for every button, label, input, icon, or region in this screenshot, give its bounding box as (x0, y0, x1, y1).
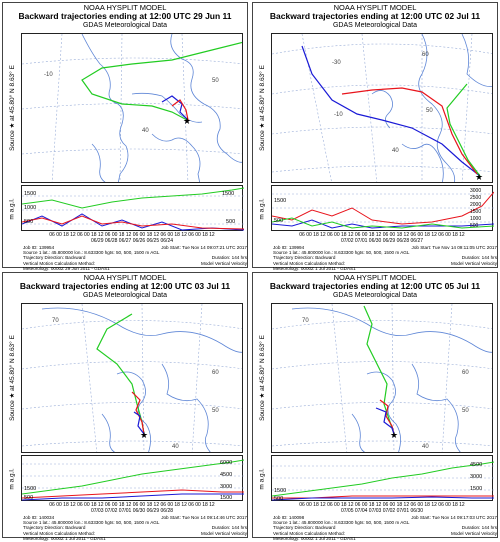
svg-text:1000: 1000 (470, 216, 481, 222)
svg-text:60: 60 (422, 52, 429, 58)
height-profile: 4500 3000 1500 1500 500 (271, 455, 494, 502)
svg-text:40: 40 (172, 444, 179, 450)
source-star: ★ (183, 116, 191, 126)
svg-text:60: 60 (212, 370, 219, 376)
met-data-label: GDAS Meteorological Data (82, 22, 168, 29)
height-unit: m a.g.l. (8, 468, 16, 490)
met-data-label: GDAS Meteorological Data (332, 22, 418, 29)
trajectory-blue (375, 407, 395, 435)
trajectory-red (171, 99, 189, 121)
source-label: Source ★ at 45.80° N 8.63° E (9, 65, 16, 151)
svg-text:500: 500 (24, 219, 33, 225)
svg-text:70: 70 (302, 318, 309, 324)
svg-text:1000: 1000 (24, 205, 36, 211)
trajectory-panel-3: NOAA HYSPLIT MODEL Backward trajectories… (2, 272, 248, 541)
coastline (81, 34, 242, 182)
source-label: Source ★ at 45.80° N 8.63° E (259, 335, 266, 421)
svg-text:50: 50 (212, 408, 219, 414)
trajectory-red (131, 391, 145, 435)
svg-text:60: 60 (462, 370, 469, 376)
panel-title: Backward trajectories ending at 12:00 UT… (269, 281, 481, 291)
time-axis: 06 00 18 12 06 00 18 12 06 00 18 12 06 0… (299, 232, 465, 244)
time-axis: 06 00 18 12 06 00 18 12 06 00 18 12 06 0… (49, 232, 215, 244)
panel-title: Backward trajectories ending at 12:00 UT… (19, 281, 231, 291)
svg-text:500: 500 (274, 218, 283, 224)
height-unit: m a.g.l. (258, 468, 266, 490)
met-data-label: GDAS Meteorological Data (82, 292, 168, 299)
trajectory-blue (133, 411, 145, 435)
trajectory-red (341, 87, 478, 175)
trajectory-panel-1: NOAA HYSPLIT MODEL Backward trajectories… (2, 2, 248, 271)
svg-text:50: 50 (426, 108, 433, 114)
svg-text:1500: 1500 (274, 488, 286, 494)
trajectory-panel-2: NOAA HYSPLIT MODEL Backward trajectories… (252, 2, 498, 271)
height-unit: m a.g.l. (8, 198, 16, 220)
height-unit: m a.g.l. (258, 198, 266, 220)
svg-text:1500: 1500 (470, 209, 481, 215)
height-profile: 6000 4500 3000 1500 1500 500 (21, 455, 244, 501)
svg-text:-30: -30 (332, 60, 341, 66)
height-profile: 1500 500 3000 2500 2000 1500 1000 500 (271, 185, 494, 231)
svg-text:1500: 1500 (220, 495, 232, 501)
panel-title: Backward trajectories ending at 12:00 UT… (18, 11, 232, 21)
job-info: Job ID: 140098 Job Start: Tue Nov 14 09:1… (273, 515, 497, 541)
height-profile: 1500 1000 500 1500 500 (21, 185, 244, 231)
svg-text:2500: 2500 (470, 195, 481, 201)
lon-label: -10 (44, 72, 53, 78)
job-info: Job ID: 139954 Job Start: Tue Nov 14 09:0… (23, 245, 247, 271)
lat-label: 40 (142, 128, 149, 134)
met-data-label: GDAS Meteorological Data (332, 292, 418, 299)
svg-text:3000: 3000 (220, 484, 232, 490)
svg-text:3000: 3000 (470, 188, 481, 194)
trajectory-map: 70 60 50 40 ★ (21, 303, 243, 453)
model-name: NOAA HYSPLIT MODEL (83, 3, 167, 12)
job-info: Job ID: 140034 Job Start: Tue Nov 14 09:1… (23, 515, 247, 541)
trajectory-green (81, 41, 242, 121)
svg-text:70: 70 (52, 318, 59, 324)
trajectory-blue (301, 45, 481, 177)
svg-text:1500: 1500 (222, 191, 234, 197)
svg-text:1500: 1500 (24, 191, 36, 197)
svg-text:1500: 1500 (274, 198, 286, 204)
trajectory-green (363, 305, 395, 435)
svg-text:3000: 3000 (470, 474, 482, 480)
svg-text:6000: 6000 (220, 460, 232, 466)
svg-text:40: 40 (422, 444, 429, 450)
svg-text:500: 500 (226, 219, 235, 225)
svg-text:500: 500 (274, 496, 283, 502)
svg-text:1500: 1500 (24, 486, 36, 492)
panel-title: Backward trajectories ending at 12:00 UT… (269, 11, 481, 21)
svg-text:-10: -10 (334, 112, 343, 118)
trajectory-panel-4: NOAA HYSPLIT MODEL Backward trajectories… (252, 272, 498, 541)
svg-text:2000: 2000 (470, 202, 481, 208)
time-axis: 06 00 18 12 06 00 18 12 06 00 18 12 06 0… (299, 502, 465, 514)
svg-text:1500: 1500 (470, 486, 482, 492)
svg-text:500: 500 (24, 495, 33, 501)
time-axis: 06 00 18 12 06 00 18 12 06 00 18 12 06 0… (49, 502, 215, 514)
model-name: NOAA HYSPLIT MODEL (333, 273, 417, 282)
trajectory-map: 70 60 50 40 ★ (271, 303, 493, 453)
trajectory-map: -30 60 -10 50 40 ★ (271, 33, 493, 183)
svg-text:4500: 4500 (220, 472, 232, 478)
job-info: Job ID: 139994 Job Start: Tue Nov 14 09:1… (273, 245, 497, 271)
svg-text:50: 50 (462, 408, 469, 414)
source-star: ★ (140, 430, 148, 440)
source-label: Source ★ at 45.80° N 8.63° E (9, 335, 16, 421)
map-grid-labels: -10 50 40 (44, 72, 219, 134)
model-name: NOAA HYSPLIT MODEL (83, 273, 167, 282)
lat-label: 50 (212, 78, 219, 84)
source-label: Source ★ at 45.80° N 8.63° E (259, 65, 266, 151)
svg-text:40: 40 (392, 148, 399, 154)
svg-text:500: 500 (470, 223, 479, 229)
svg-text:4500: 4500 (470, 462, 482, 468)
trajectory-green (446, 83, 481, 177)
source-star: ★ (475, 172, 483, 182)
trajectory-map: -10 50 40 ★ (21, 33, 243, 183)
model-name: NOAA HYSPLIT MODEL (333, 3, 417, 12)
source-star: ★ (390, 430, 398, 440)
map-grid (22, 34, 242, 182)
